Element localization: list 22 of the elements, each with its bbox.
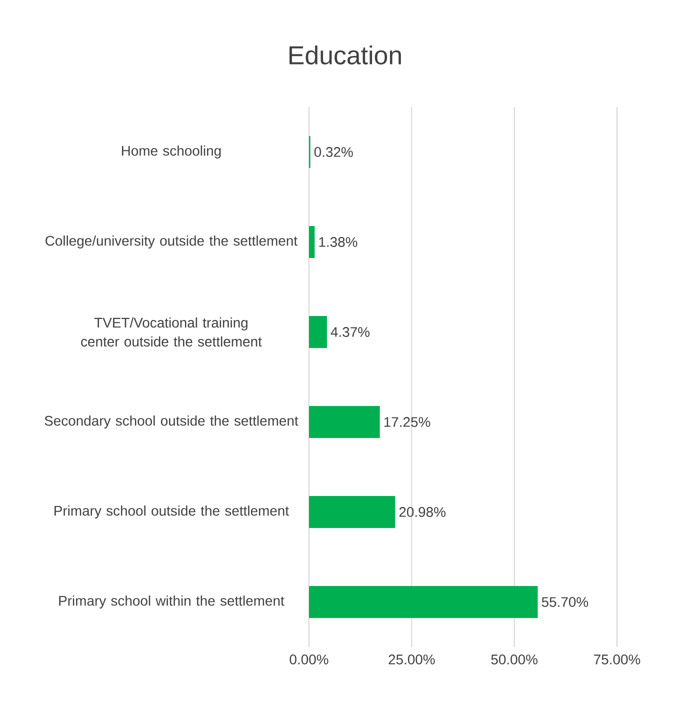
bar xyxy=(308,406,380,438)
bar xyxy=(308,496,396,528)
y-tick-label: Primary school within the settlement xyxy=(59,595,284,608)
bar xyxy=(308,226,315,258)
y-tick-label: College/university outside the settlement xyxy=(46,236,298,248)
x-tick-label: 0.00% xyxy=(290,654,328,664)
data-label: 4.37% xyxy=(330,327,370,337)
data-label: 1.38% xyxy=(319,237,358,247)
data-label: 20.98% xyxy=(399,507,446,517)
x-tick-label: 75.00% xyxy=(594,654,640,664)
y-tick-label: Secondary school outside the settlement xyxy=(44,415,298,428)
data-label: 0.32% xyxy=(314,147,353,157)
x-tick-label: 50.00% xyxy=(491,654,538,664)
y-tick-label: TVET/Vocational training center outside the settlement xyxy=(81,317,262,347)
y-tick-label: Home schooling xyxy=(122,146,221,158)
chart-title: Education xyxy=(290,45,401,65)
data-label: 17.25% xyxy=(384,417,430,427)
x-tick-label: 25.00% xyxy=(388,654,435,664)
bar xyxy=(308,586,538,618)
data-label: 55.70% xyxy=(542,597,588,607)
bar xyxy=(308,316,327,348)
y-tick-label: Primary school outside the settlement xyxy=(54,505,289,518)
